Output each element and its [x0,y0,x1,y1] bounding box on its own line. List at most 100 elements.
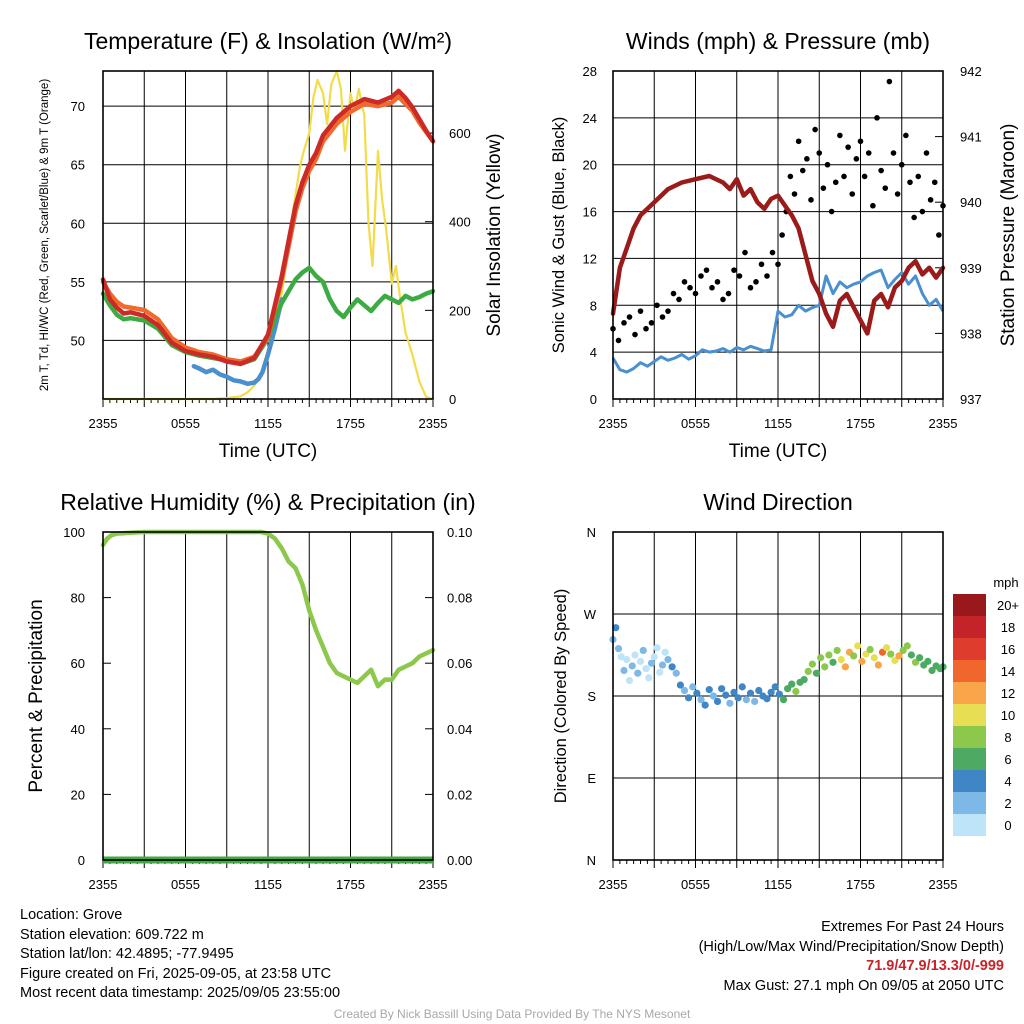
direction-point [628,662,636,670]
direction-point [907,651,915,659]
temperature-insolation-panel: Temperature (F) & Insolation (W/m²)2355 0… [39,28,505,462]
direction-point [634,669,642,677]
gust-point [648,320,655,326]
direction-point [701,701,709,709]
gust-point [753,279,759,285]
direction-point [825,651,833,659]
colorbar-swatch [953,704,986,726]
x-axis-label: Time (UTC) [219,441,318,462]
direction-point [676,681,684,689]
chart-title: Temperature (F) & Insolation (W/m²) [84,28,452,54]
y-tick-label: 20 [71,787,85,802]
gust-point [911,214,917,221]
gust-point [736,273,743,279]
y-tick-label: 20 [583,158,597,173]
y2-tick-label: 937 [960,392,982,407]
extremes-subtitle: (High/Low/Max Wind/Precipitation/Snow De… [698,938,1004,955]
y-tick-label: S [587,689,596,704]
gust-point [687,284,693,291]
gust-point [931,179,938,186]
x-axis-label: Time (UTC) [729,441,828,462]
direction-point [763,695,771,703]
series-line-station-pressure [610,173,946,336]
x-tick-label: 1755 [336,416,365,431]
y-axis-label: Direction (Colored By Speed) [552,589,570,804]
gust-point [919,208,926,215]
direction-point [767,688,775,696]
y2-axis-label: Station Pressure (Maroon) [998,124,1019,347]
direction-point [625,676,634,685]
gust-point [742,249,748,256]
gust-point [747,284,754,291]
direction-point [817,654,825,662]
y2-tick-label: 942 [960,64,982,79]
gust-point [709,284,715,291]
direction-point [746,689,755,697]
x-tick-label: 0555 [681,877,710,892]
direction-point [612,624,620,632]
direction-point [672,669,680,677]
direction-point [636,657,645,665]
gust-point [626,314,633,320]
y-tick-label: 16 [583,205,597,220]
colorbar-swatch [953,682,986,704]
direction-point [924,657,932,665]
direction-point [713,697,722,706]
direction-point [693,689,701,697]
station-info: Location: Grove Station elevation: 609.7… [20,906,340,1004]
direction-point [623,655,631,664]
x-tick-label: 1155 [764,877,792,892]
x-tick-label: 2355 [599,877,628,892]
plot-frame [102,70,434,400]
direction-point [697,696,705,704]
direction-point [614,645,623,653]
x-tick-label: 1755 [846,877,875,892]
gust-point [698,273,704,279]
colorbar-label: 14 [1001,664,1015,679]
gust-point [804,156,810,162]
gust-point [703,267,710,273]
gust-point [764,273,770,279]
gust-point [731,267,737,273]
x-tick-label: 0555 [171,877,200,892]
y2-tick-label: 0.08 [447,591,472,606]
colorbar-swatch [953,616,986,638]
y-tick-label: 100 [63,525,85,540]
y-tick-label: 0 [78,853,85,868]
y-tick-label: 70 [71,99,85,114]
extremes-values: 71.9/47.9/13.3/0/-999 [866,958,1004,974]
location-text: Location: Grove [20,907,123,923]
gust-point [894,191,901,197]
direction-point [680,686,689,695]
extremes-info: Extremes For Past 24 Hours (High/Low/Max… [699,918,1004,996]
colorbar-label: 4 [1004,774,1011,789]
y2-tick-label: 400 [449,215,471,230]
y-tick-label: 8 [590,298,597,313]
gust-point [714,279,721,285]
direction-point [726,699,734,707]
colorbar-label: 0 [1004,818,1011,833]
y2-tick-label: 0 [449,392,456,407]
direction-point [645,674,653,682]
y2-tick-label: 0.04 [447,722,472,737]
gust-point [845,144,851,150]
y-axis-label: 2m T, Td, HI/WC (Red, Green, Scarlet/Blu… [39,79,51,391]
direction-point [887,650,895,658]
y2-axis-label: Solar Insolation (Yellow) [484,133,505,336]
gust-point [841,173,847,180]
gust-point [837,132,843,139]
colorbar-label: 16 [1001,642,1015,657]
direction-point [854,642,862,650]
gust-point [676,296,682,303]
gust-point [927,197,934,203]
gust-point [907,179,913,186]
y2-tick-label: 940 [960,195,982,210]
direction-point [775,690,783,698]
y2-tick-label: 200 [449,303,471,318]
y-axis-label: Sonic Wind & Gust (Blue, Black) [550,117,568,354]
direction-point [709,692,717,700]
direction-point [647,659,656,667]
max-gust-text: Max Gust: 27.1 mph On 09/05 at 2050 UTC [723,977,1004,994]
colorbar-swatch [953,660,986,682]
direction-point [899,646,907,655]
